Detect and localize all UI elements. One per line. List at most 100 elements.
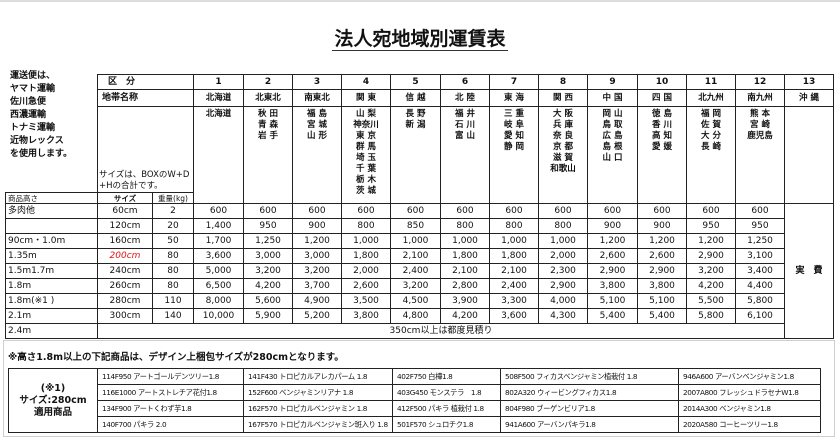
rate-row: 2.1m 300cm 140 10,000 5,900 5,200 3,800 4,800 4,…	[5, 308, 834, 324]
price-cell: 1,800	[341, 248, 392, 264]
product-row: (※1) サイズ:280cm 適用商品 114F950 アートゴールデンツリー1.8 1…	[8, 368, 821, 433]
price-cell: 1,200	[686, 233, 737, 249]
prefecture: 熊 本	[750, 109, 770, 119]
prefecture: 長 崎	[701, 142, 721, 152]
zone-number: 9	[587, 74, 639, 90]
product-item: 2014A300 ベンジャミン1.8	[678, 400, 821, 417]
price-cell: 5,800	[686, 308, 737, 324]
price-cell: 8,000	[193, 293, 245, 309]
weight-kg: 80	[151, 278, 195, 294]
zone-prefectures: 大 阪兵 庫奈 良京 都滋 賀和歌山	[538, 106, 589, 204]
weight-kg: 80	[151, 248, 195, 264]
product-height: 1.35m	[5, 248, 98, 264]
price-cell: 3,800	[637, 278, 688, 294]
zone-number: 8	[538, 74, 589, 90]
zone-number: 4	[341, 74, 392, 90]
product-item: 412F500 パキラ 植栽付 1.8	[392, 400, 501, 417]
price-cell: 900	[587, 218, 639, 234]
zone-name-label: 地帯名称	[96, 89, 195, 107]
height-label: 商品高さ	[5, 192, 98, 204]
price-cell: 3,600	[193, 248, 245, 264]
zone-prefectures	[784, 106, 835, 204]
prefecture: 群 馬	[356, 142, 376, 152]
prefecture: 大 分	[701, 131, 721, 141]
price-cell: 3,900	[440, 293, 491, 309]
price-cell: 5,100	[637, 293, 688, 309]
products-frame	[3, 340, 835, 437]
zone-name: 関 西	[538, 89, 589, 107]
prefecture: 京 都	[553, 142, 573, 152]
price-cell: 2,900	[637, 263, 688, 279]
zone-number: 6	[440, 74, 491, 90]
zone-number: 5	[390, 74, 442, 90]
weight-kg: 20	[151, 218, 195, 234]
prefecture: 石 川	[455, 120, 475, 130]
price-cell: 850	[390, 218, 442, 234]
zone-number: 13	[784, 74, 835, 90]
prefecture: 富 山	[455, 131, 475, 141]
product-height	[5, 218, 98, 234]
carrier-note-line: 運送便は、	[10, 71, 56, 81]
rate-row: 1.35m 200cm 80 3,600 3,000 3,000 1,800 2,100 1,8…	[5, 248, 834, 264]
price-cell: 6,500	[193, 278, 245, 294]
price-cell: 3,300	[489, 293, 540, 309]
price-cell: 1,200	[292, 233, 343, 249]
prefecture: 島 根	[602, 142, 623, 152]
price-cell: 2,900	[538, 278, 589, 294]
price-cell: 600	[637, 203, 688, 219]
top-divider	[0, 0, 840, 2]
zone-prefectures: 福 岡佐 賀大 分長 崎	[686, 106, 737, 204]
price-cell: 1,000	[538, 233, 589, 249]
rate-row: 1.8m(※1 ) 280cm 110 8,000 5,600 4,900 3,500 4,5…	[5, 293, 834, 309]
price-cell: 3,000	[243, 248, 294, 264]
price-cell: 3,200	[243, 263, 294, 279]
product-item: 802A320 ウィービングフィカス1.8	[500, 384, 679, 401]
zone-number: 3	[292, 74, 343, 90]
price-cell: 600	[489, 203, 540, 219]
prefecture: 広 島	[602, 131, 623, 141]
size-label: サイズ	[97, 192, 153, 204]
product-item: 2007A800 フレッシュドラセナW1.8	[678, 384, 821, 401]
zone-name: 北九州	[686, 89, 737, 107]
okinawa-price: 実 費	[784, 203, 835, 339]
prefecture: 福 井	[455, 109, 475, 119]
product-item: 2020A580 コーヒーツリー1.8	[678, 416, 821, 433]
prefecture: 茨 城	[356, 186, 376, 196]
product-item: 508F500 フィカスベンジャミン植栽付 1.8	[500, 368, 679, 385]
price-cell: 4,500	[390, 293, 442, 309]
prefecture: 岩 手	[258, 131, 278, 141]
price-cell: 5,500	[686, 293, 737, 309]
zone-name: 北海道	[193, 89, 245, 107]
price-cell: 600	[440, 203, 491, 219]
price-cell: 800	[538, 218, 589, 234]
box-size: 160cm	[97, 233, 153, 249]
product-item: 402F750 白樺1.8	[392, 368, 501, 385]
product-item: 941A600 アーバンパキラ1.8	[500, 416, 679, 433]
prefecture: 長 野	[405, 109, 426, 119]
carrier-note-line: 西濃運輸	[10, 110, 47, 120]
prefecture: 愛 媛	[652, 142, 672, 152]
price-cell: 4,200	[440, 308, 491, 324]
product-item: 804F980 ブーゲンビリア1.8	[500, 400, 679, 417]
rate-table: 区 分 1 2 3 4 5 6 7 8 9 10 11 12 13 地帯名称 北海道 北東北 南東北関 東信 越北…	[5, 74, 835, 339]
products-label-line: 適用商品	[33, 406, 72, 418]
price-cell: 950	[735, 218, 786, 234]
price-cell: 600	[587, 203, 639, 219]
price-cell: 800	[341, 218, 392, 234]
price-cell: 1,200	[637, 233, 688, 249]
product-item: 134F900 アートくわず芋1.8	[97, 400, 244, 417]
prefecture: 奈 良	[553, 131, 573, 141]
price-cell: 600	[538, 203, 589, 219]
prefecture: 埼 玉	[356, 153, 376, 163]
product-item: 141F430 トロピカルアレカパーム 1.8	[243, 368, 393, 385]
prefecture: 岐 阜	[504, 120, 524, 130]
zone-prefectures: 福 島宮 城山 形	[292, 106, 343, 204]
price-cell: 5,900	[243, 308, 294, 324]
product-item: 140F700 パキラ 2.0	[97, 416, 244, 433]
zone-name: 沖 縄	[784, 89, 835, 107]
price-cell: 5,600	[243, 293, 294, 309]
price-cell: 600	[686, 203, 737, 219]
price-cell: 2,600	[637, 248, 688, 264]
price-cell: 2,100	[440, 263, 491, 279]
prefecture: 東 京	[356, 131, 376, 141]
